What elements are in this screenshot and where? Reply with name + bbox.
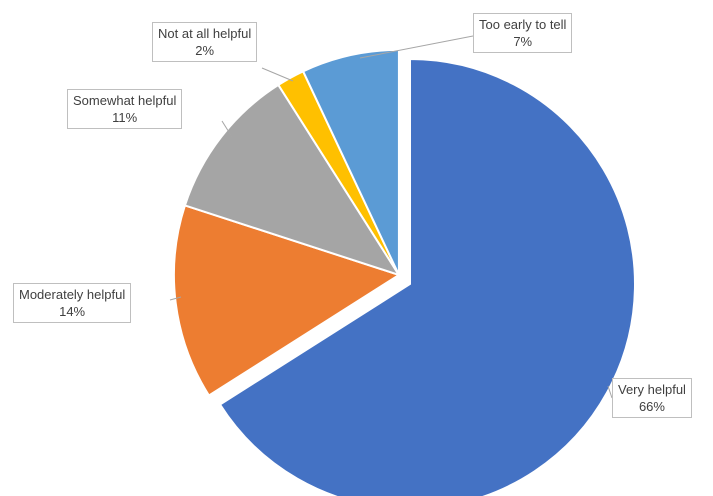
data-label-value: 7% xyxy=(513,34,533,49)
data-label-category: Moderately helpful xyxy=(19,287,126,302)
data-label-value: 14% xyxy=(59,304,86,319)
pie-slice-too-early-to-tell xyxy=(301,48,400,276)
data-label-value: 2% xyxy=(195,43,215,58)
leader-line-3 xyxy=(261,67,294,82)
data-label-category: Too early to tell xyxy=(479,17,567,32)
data-label-very-helpful: Very helpful 66% xyxy=(612,378,692,418)
data-label-moderately-helpful: Moderately helpful 14% xyxy=(13,283,132,323)
data-label-category: Not at all helpful xyxy=(158,26,252,41)
leader-line-2 xyxy=(221,120,233,138)
leader-line-1 xyxy=(169,296,182,301)
data-label-not-at-all-helpful: Not at all helpful 2% xyxy=(152,22,258,62)
data-label-value: 11% xyxy=(112,110,138,125)
data-label-somewhat-helpful: Somewhat helpful 11% xyxy=(67,89,183,129)
data-label-category: Very helpful xyxy=(618,382,686,397)
data-label-too-early-to-tell: Too early to tell 7% xyxy=(473,13,573,53)
data-label-category: Somewhat helpful xyxy=(73,93,177,108)
leader-line-4 xyxy=(359,35,474,59)
pie-slice-very-helpful xyxy=(218,57,636,496)
pie-slice-moderately-helpful xyxy=(172,204,402,397)
leader-line-0 xyxy=(607,385,613,399)
pie-slice-somewhat-helpful xyxy=(183,83,402,277)
data-label-value: 66% xyxy=(638,399,665,414)
